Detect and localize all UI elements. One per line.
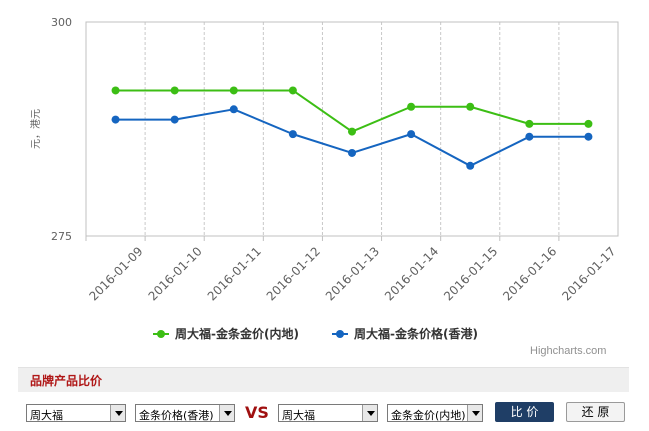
data-point [112, 116, 120, 124]
x-tick-label: 2016-01-10 [146, 244, 205, 303]
compare-section-title: 品牌产品比价 [30, 372, 102, 389]
y-axis-label: 元，港元 [30, 109, 42, 149]
price-chart: 300 275 元，港元 2016-01-09 2016-01-10 2016-01-11… [0, 0, 649, 370]
data-point [112, 86, 120, 94]
brand-select-1[interactable]: 周大福 [26, 404, 126, 422]
product-select-1[interactable]: 金条价格(香港) [135, 404, 235, 422]
chevron-down-icon [362, 405, 377, 421]
x-tick-label: 2016-01-13 [323, 244, 382, 303]
data-point [407, 103, 415, 111]
chevron-down-icon [110, 405, 125, 421]
legend-item-label: 周大福-金条价格(香港) [354, 326, 478, 341]
data-point [230, 105, 238, 113]
highcharts-credit[interactable]: Highcharts.com [530, 345, 606, 357]
data-point [466, 162, 474, 170]
data-point [525, 120, 533, 128]
reset-button[interactable]: 还 原 [566, 402, 625, 422]
legend-marker [157, 330, 165, 338]
x-tick-label: 2016-01-15 [441, 244, 500, 303]
data-point [230, 86, 238, 94]
data-point [348, 149, 356, 157]
y-tick-label: 275 [51, 230, 72, 243]
product-select-2[interactable]: 金条金价(内地) [387, 404, 483, 422]
x-tick-label: 2016-01-17 [559, 244, 618, 303]
data-point [584, 133, 592, 141]
chevron-down-icon [467, 405, 482, 421]
chart-svg: 300 275 元，港元 2016-01-09 2016-01-10 2016-01-11… [0, 0, 649, 370]
brand-select-2-value: 周大福 [282, 407, 315, 423]
data-point [289, 130, 297, 138]
data-point [466, 103, 474, 111]
product-select-2-value: 金条金价(内地) [391, 407, 467, 423]
data-point [525, 133, 533, 141]
data-point [171, 86, 179, 94]
x-tick-label: 2016-01-09 [86, 244, 145, 303]
x-tick-label: 2016-01-16 [500, 244, 559, 303]
data-point [348, 128, 356, 136]
data-point [171, 116, 179, 124]
y-tick-label: 300 [51, 16, 72, 29]
data-point [289, 86, 297, 94]
compare-button[interactable]: 比 价 [495, 402, 554, 422]
chevron-down-icon [219, 405, 234, 421]
data-point [407, 130, 415, 138]
compare-section-header: 品牌产品比价 [18, 367, 629, 392]
data-point [584, 120, 592, 128]
x-tick-label: 2016-01-12 [264, 244, 323, 303]
product-select-1-value: 金条价格(香港) [139, 407, 219, 423]
brand-select-1-value: 周大福 [30, 407, 63, 423]
x-tick-label: 2016-01-14 [382, 244, 441, 303]
legend-marker [336, 330, 344, 338]
brand-select-2[interactable]: 周大福 [278, 404, 378, 422]
vs-label: VS [245, 403, 269, 422]
legend-item-label: 周大福-金条金价(内地) [175, 326, 299, 341]
x-tick-label: 2016-01-11 [205, 244, 264, 303]
